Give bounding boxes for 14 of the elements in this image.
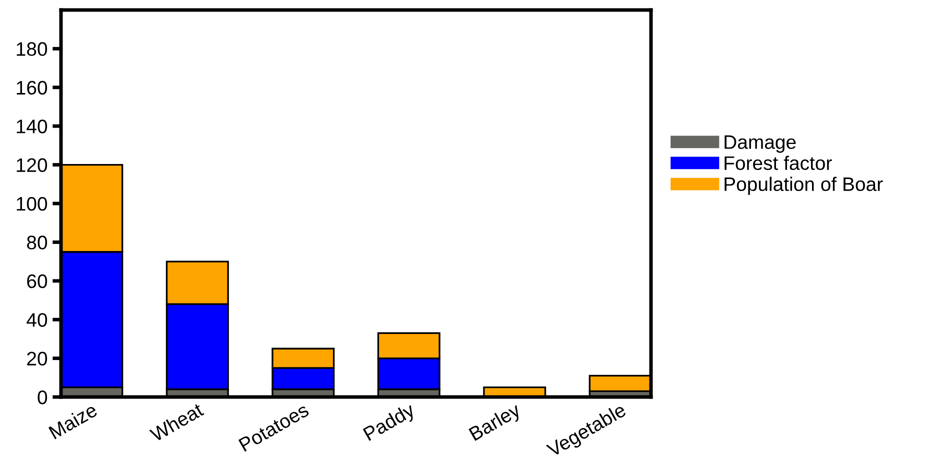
y-tick-label: 160: [16, 80, 48, 95]
y-tick-label: 0: [38, 390, 48, 404]
y-tick-label: 140: [16, 120, 48, 134]
legend-label: Damage: [724, 135, 796, 153]
legend-label: Population of Boar: [724, 176, 883, 195]
legend-label: Forest factor: [724, 156, 832, 170]
y-tick-label: 40: [26, 313, 48, 327]
y-tick-label: 180: [16, 42, 48, 56]
y-tick-label: 100: [16, 196, 48, 211]
y-tick-label: 20: [27, 352, 48, 366]
y-tick-label: 60: [27, 274, 48, 288]
y-tick-label: 80: [27, 236, 48, 250]
x-tick-label: Maize: [48, 402, 98, 440]
y-tick-label: 120: [16, 158, 48, 172]
